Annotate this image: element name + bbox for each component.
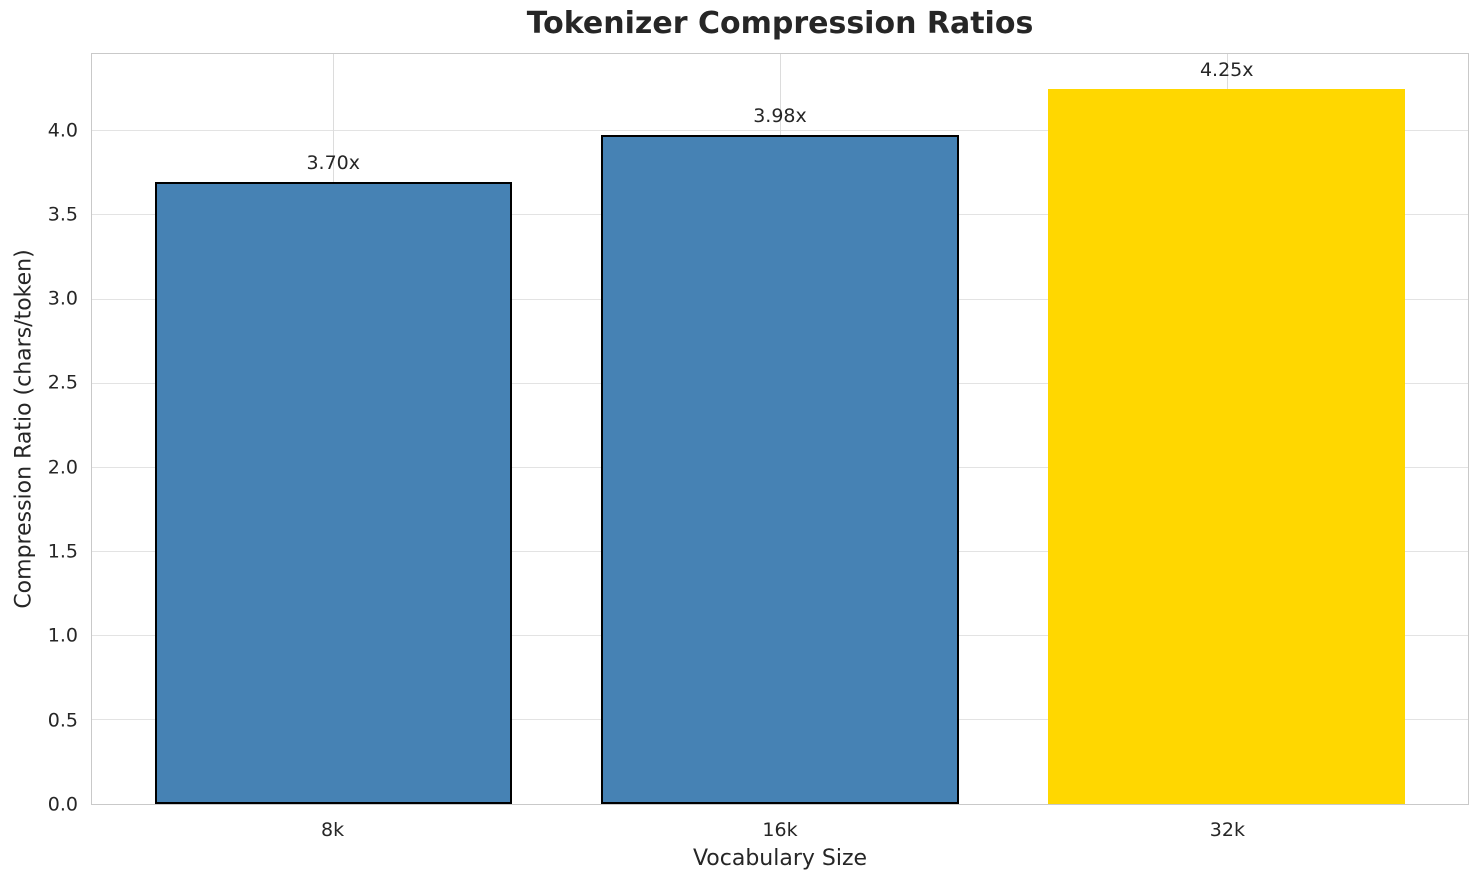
y-axis-label: Compression Ratio (chars/token) — [11, 249, 37, 609]
x-axis-label: Vocabulary Size — [692, 846, 868, 871]
bar-value-label: 3.98x — [753, 104, 807, 127]
chart-title: Tokenizer Compression Ratios — [526, 6, 1034, 41]
y-tick-label: 2.0 — [47, 456, 78, 479]
bar-32k — [1048, 89, 1406, 804]
y-tick-label: 3.5 — [47, 203, 78, 226]
bar-value-label: 4.25x — [1199, 59, 1254, 82]
y-tick-label: 0.0 — [47, 793, 78, 816]
y-tick-label: 3.0 — [47, 287, 78, 310]
y-tick-label: 0.5 — [47, 709, 78, 732]
bar-value-label: 3.70x — [306, 151, 361, 174]
y-tick-label: 2.5 — [47, 371, 78, 394]
bar-16k — [601, 134, 959, 804]
plot-area: 3.70x 3.98x 4.25x — [91, 53, 1469, 805]
x-tick-label: 32k — [1209, 819, 1245, 841]
x-tick-label: 8k — [321, 819, 345, 841]
bar-8k — [154, 181, 512, 804]
x-tick-label: 16k — [762, 819, 798, 841]
y-tick-label: 1.0 — [47, 624, 78, 647]
y-tick-label: 4.0 — [47, 119, 78, 142]
y-tick-label: 1.5 — [47, 540, 78, 563]
